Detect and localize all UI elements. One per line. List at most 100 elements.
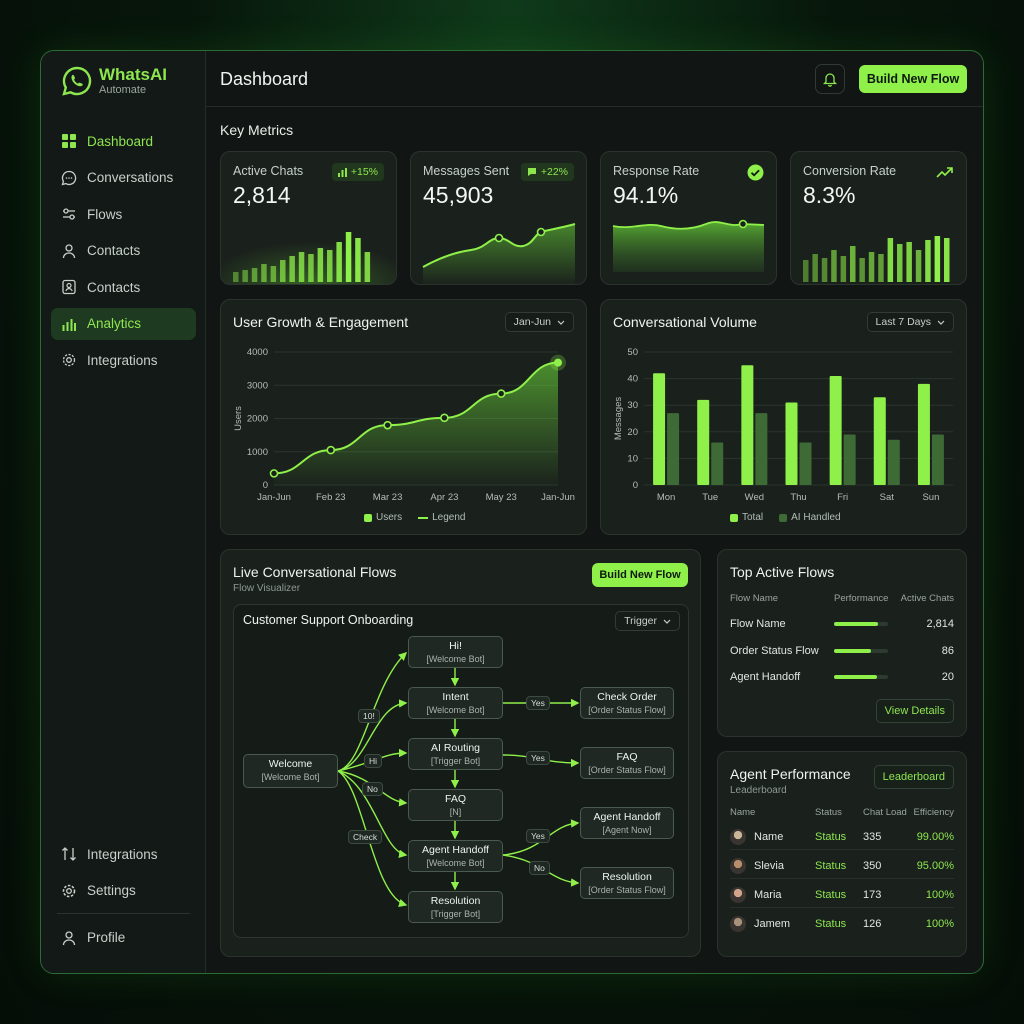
data-point bbox=[554, 358, 562, 367]
flow-node-intent[interactable]: Intent [Welcome Bot] bbox=[408, 687, 503, 719]
legend-item-total: Total bbox=[730, 512, 763, 523]
legend-item-legend: Legend bbox=[418, 512, 466, 523]
growth-legend: Users Legend bbox=[364, 512, 466, 523]
agent-efficiency: 100% bbox=[925, 888, 954, 901]
sidebar-item-profile[interactable]: Profile bbox=[51, 922, 196, 954]
bar-ai-handled bbox=[931, 434, 944, 485]
sidebar-item-settings[interactable]: Settings bbox=[51, 875, 196, 907]
growth-range-select[interactable]: Jan-Jun bbox=[504, 312, 574, 332]
node-title: Agent Handoff bbox=[593, 811, 661, 823]
y-axis-label: Messages bbox=[613, 397, 624, 441]
flow-node-welcome[interactable]: Welcome [Welcome Bot] bbox=[243, 754, 338, 788]
edge-label-no-2: No bbox=[529, 861, 550, 875]
bar-total bbox=[829, 375, 842, 485]
y-tick-label: 10 bbox=[627, 453, 638, 464]
gear-icon bbox=[62, 353, 76, 367]
kpi-badge-text: +22% bbox=[540, 166, 568, 178]
conversational-volume-card: Conversational Volume Last 7 Days 0 10 20 3… bbox=[600, 299, 967, 535]
flow-node-hi[interactable]: Hi! [Welcome Bot] bbox=[408, 636, 503, 668]
node-title: Resolution bbox=[430, 895, 481, 907]
flow-node-faq[interactable]: FAQ [N] bbox=[408, 789, 503, 821]
avatar bbox=[730, 828, 746, 845]
agent-chat-load: 173 bbox=[863, 888, 882, 901]
node-title: Intent bbox=[442, 691, 469, 703]
column-header-performance: Performance bbox=[834, 593, 889, 604]
x-tick-label: Thu bbox=[790, 492, 806, 503]
table-row[interactable]: Slevia Status 350 95.00% bbox=[730, 853, 954, 879]
sparkline-bar bbox=[355, 238, 361, 282]
flow-node-agent-handoff-2[interactable]: Agent Handoff [Agent Now] bbox=[580, 807, 674, 839]
sparkline-bar bbox=[897, 244, 903, 282]
kpi-value: 94.1% bbox=[613, 182, 679, 208]
bar-total bbox=[653, 373, 666, 485]
table-row[interactable]: Name Status 335 99.00% bbox=[730, 824, 954, 850]
kpi-value: 45,903 bbox=[423, 182, 494, 208]
table-row[interactable]: Maria Status 173 100% bbox=[730, 882, 954, 908]
build-new-flow-button[interactable]: Build New Flow bbox=[859, 65, 967, 93]
sidebar-item-conversations[interactable]: Conversations bbox=[51, 162, 196, 194]
kpi-card-response-rate[interactable]: Response Rate 94.1% bbox=[600, 151, 777, 285]
bar-ai-handled bbox=[755, 413, 768, 485]
trigger-select[interactable]: Trigger bbox=[615, 611, 680, 631]
node-subtitle: [Welcome Bot] bbox=[261, 772, 320, 782]
notifications-button[interactable] bbox=[815, 64, 845, 94]
sparkline-bar bbox=[850, 246, 856, 282]
flow-node-agent-handoff[interactable]: Agent Handoff [Welcome Bot] bbox=[408, 840, 503, 872]
build-new-flow-button-secondary[interactable]: Build New Flow bbox=[592, 563, 688, 587]
kpi-card-active-chats[interactable]: Active Chats 2,814 +15% bbox=[220, 151, 397, 285]
sidebar-item-integrations[interactable]: Integrations bbox=[51, 344, 196, 376]
table-row[interactable]: Order Status Flow 86 bbox=[730, 638, 954, 664]
kpi-card-messages-sent[interactable]: Messages Sent 45,903 +22% bbox=[410, 151, 587, 285]
sidebar-item-dashboard[interactable]: Dashboard bbox=[51, 125, 196, 157]
sparkline-bar bbox=[251, 268, 258, 282]
sparkline-bar bbox=[812, 254, 818, 282]
sidebar-item-flows[interactable]: Flows bbox=[51, 198, 196, 230]
sparkline-bar bbox=[345, 232, 352, 282]
user-growth-line-chart: 0 1000 2000 3000 4000 Users Jan-Jun Feb 23 Mar 2… bbox=[233, 347, 575, 503]
sparkline-bar bbox=[289, 256, 295, 282]
flow-node-check-order[interactable]: Check Order [Order Status Flow] bbox=[580, 687, 674, 719]
leaderboard-button[interactable]: Leaderboard bbox=[873, 765, 954, 789]
column-header-efficiency: Efficiency bbox=[913, 807, 954, 818]
table-row[interactable]: Agent Handoff 20 bbox=[730, 664, 954, 690]
sparkline-bar bbox=[280, 260, 286, 282]
x-tick-label: Jan-Jun bbox=[257, 492, 291, 503]
sparkline-bar bbox=[298, 252, 305, 282]
flow-node-resolution[interactable]: Resolution [Trigger Bot] bbox=[408, 891, 503, 923]
table-row[interactable]: Jamem Status 126 100% bbox=[730, 911, 954, 937]
sparkline-bar bbox=[934, 236, 941, 282]
performance-bar bbox=[834, 648, 888, 653]
sidebar: WhatsAI Automate Dashboard Conversations… bbox=[41, 51, 206, 973]
agent-efficiency: 100% bbox=[925, 918, 954, 930]
kpi-card-conversion-rate[interactable]: Conversion Rate 8.3% bbox=[790, 151, 967, 285]
legend-swatch bbox=[779, 513, 788, 522]
node-subtitle: [Welcome Bot] bbox=[426, 858, 485, 868]
volume-range-select[interactable]: Last 7 Days bbox=[866, 312, 954, 332]
node-subtitle: [Welcome Bot] bbox=[426, 705, 485, 715]
flow-node-faq-2[interactable]: FAQ [Order Status Flow] bbox=[580, 747, 674, 779]
sidebar-item-contacts-2[interactable]: Contacts bbox=[51, 271, 196, 303]
column-header-active-chats: Active Chats bbox=[900, 593, 954, 604]
legend-label: Users bbox=[376, 512, 403, 523]
legend-label: AI Handled bbox=[791, 512, 841, 523]
x-tick-label: Mon bbox=[657, 492, 675, 503]
sidebar-item-integrations-bottom[interactable]: Integrations bbox=[51, 838, 196, 870]
legend-item-ai-handled: AI Handled bbox=[779, 512, 841, 523]
bar-total bbox=[873, 397, 886, 485]
edge-label-yes-3: Yes bbox=[526, 829, 550, 843]
sidebar-item-contacts[interactable]: Contacts bbox=[51, 235, 196, 267]
flow-node-ai-routing[interactable]: AI Routing [Trigger Bot] bbox=[408, 738, 503, 770]
agent-name: Maria bbox=[754, 888, 782, 901]
agent-performance-title: Agent Performance bbox=[730, 766, 851, 782]
y-tick-label: 4000 bbox=[247, 347, 268, 358]
flow-node-resolution-2[interactable]: Resolution [Order Status Flow] bbox=[580, 867, 674, 899]
sidebar-item-analytics[interactable]: Analytics bbox=[51, 307, 196, 340]
edge-label-10: 10! bbox=[358, 709, 380, 723]
view-details-button[interactable]: View Details bbox=[875, 699, 954, 723]
x-tick-label: May 23 bbox=[486, 492, 517, 503]
integrations-icon bbox=[62, 847, 76, 861]
table-row[interactable]: Flow Name 2,814 bbox=[730, 611, 954, 637]
brand: WhatsAI Automate bbox=[61, 65, 167, 97]
conversational-volume-bar-chart: 0 10 20 30 40 50 Messages Mon Tue Wed Thu Fri Sat Sun bbox=[613, 347, 953, 503]
chevron-down-icon bbox=[557, 320, 565, 325]
